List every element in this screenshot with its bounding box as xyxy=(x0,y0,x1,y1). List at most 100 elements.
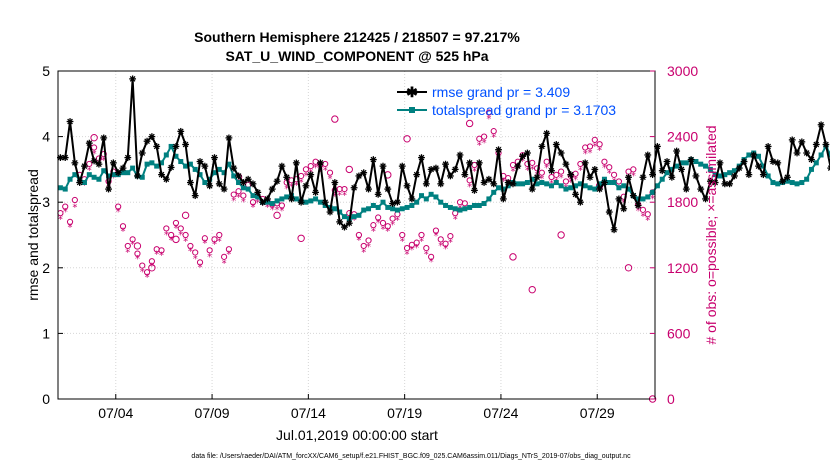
obs-assimilated-point: * xyxy=(491,133,496,144)
rmse-point-stroke xyxy=(100,135,107,141)
totalspread-point xyxy=(645,194,651,200)
totalspread-point xyxy=(635,196,641,202)
obs-possible-point xyxy=(442,240,449,247)
rmse-point-stroke xyxy=(211,154,218,161)
rmse-point xyxy=(596,185,604,193)
legend-spread-label: totalspread grand pr = 3.1703 xyxy=(432,102,616,118)
rmse-point-stroke xyxy=(298,199,304,206)
rmse-point-stroke xyxy=(519,153,526,160)
obs-assimilated-point: * xyxy=(173,223,178,234)
rmse-point-stroke xyxy=(341,224,348,230)
rmse-point-stroke xyxy=(221,186,227,192)
obs-assimilated-point: * xyxy=(164,230,169,241)
obs-possible-point xyxy=(62,203,69,210)
obs-assimilated-point: * xyxy=(294,181,299,192)
rmse-point-stroke xyxy=(702,196,709,202)
obs-assimilated-point: * xyxy=(405,250,410,261)
rmse-point xyxy=(365,185,372,193)
rmse-point-stroke xyxy=(327,209,333,215)
rmse-point-stroke xyxy=(538,143,545,150)
obs-assimilated-point: * xyxy=(510,166,515,177)
totalspread-point xyxy=(308,198,314,204)
rmse-point-stroke xyxy=(726,180,733,187)
y-axis-label: rmse and totalspread xyxy=(25,169,41,301)
rmse-point xyxy=(90,157,98,165)
rmse-point-stroke xyxy=(514,163,521,169)
rmse-point xyxy=(793,149,801,157)
rmse-point xyxy=(519,152,527,160)
obs-assimilated-point: * xyxy=(467,182,472,193)
totalspread-point xyxy=(144,161,150,167)
totalspread-point xyxy=(418,193,424,199)
rmse-point xyxy=(485,175,493,183)
rmse-point-stroke xyxy=(182,141,189,148)
rmse-point xyxy=(182,141,189,148)
obs-assimilated-point: * xyxy=(607,169,612,180)
rmse-point-stroke xyxy=(490,180,497,187)
rmse-point-stroke xyxy=(129,76,136,82)
totalspread-point xyxy=(385,204,391,210)
y2-tick-label: 0 xyxy=(667,391,675,407)
totalspread-point xyxy=(433,194,439,200)
rmse-point xyxy=(66,118,74,125)
totalspread-point xyxy=(67,176,73,182)
legend-spread-marker xyxy=(409,107,415,113)
rmse-point-stroke xyxy=(197,158,203,165)
obs-assimilated-point: * xyxy=(472,166,477,177)
rmse-point-stroke xyxy=(601,179,608,186)
rmse-point xyxy=(172,143,180,150)
obs-possible-point xyxy=(71,196,78,204)
totalspread-point xyxy=(799,180,805,186)
rmse-point xyxy=(278,162,286,170)
rmse-point-stroke xyxy=(510,180,516,187)
rmse-point xyxy=(220,185,228,193)
obs-possible-point xyxy=(119,223,127,230)
y-tick-label: 5 xyxy=(42,63,50,79)
y2-tick-label: 1800 xyxy=(667,194,698,210)
totalspread-point xyxy=(380,199,386,205)
rmse-point-stroke xyxy=(567,171,574,178)
obs-assimilated-point: * xyxy=(289,182,294,193)
rmse-point-stroke xyxy=(124,154,131,161)
chart-title: Southern Hemisphere 212425 / 218507 = 97… xyxy=(194,29,520,45)
totalspread-point xyxy=(765,173,771,179)
rmse-point xyxy=(95,160,103,168)
totalspread-point xyxy=(62,186,68,192)
rmse-point-stroke xyxy=(813,141,820,148)
rmse-point xyxy=(302,182,310,190)
rmse-point-stroke xyxy=(808,156,815,163)
series-layer xyxy=(57,75,830,234)
rmse-point-stroke xyxy=(409,196,415,202)
obs-assimilated-point: * xyxy=(352,216,357,227)
totalspread-point xyxy=(192,166,198,172)
rmse-point xyxy=(442,160,449,168)
obs-assimilated-point: * xyxy=(183,236,188,247)
totalspread-point xyxy=(361,207,367,213)
obs-assimilated-point: * xyxy=(198,263,203,274)
rmse-point xyxy=(567,171,575,179)
rmse-point-stroke xyxy=(317,159,324,166)
obs-possible-point xyxy=(586,143,594,150)
obs-assimilated-point: * xyxy=(453,215,458,226)
totalspread-point xyxy=(414,199,420,205)
obs-possible-point xyxy=(158,247,165,254)
obs-assimilated-point: * xyxy=(207,252,212,263)
rmse-point xyxy=(341,223,348,231)
obs-assimilated-point: * xyxy=(217,236,222,247)
rmse-point-stroke xyxy=(640,174,646,181)
rmse-point-stroke xyxy=(664,158,670,165)
rmse-point xyxy=(259,198,267,206)
rmse-point-stroke xyxy=(81,163,88,169)
rmse-point xyxy=(572,190,579,198)
rmse-point xyxy=(394,198,401,206)
rmse-point-stroke xyxy=(731,173,738,179)
rmse-point xyxy=(673,147,681,155)
obs-possible-point xyxy=(355,231,363,239)
obs-possible-point xyxy=(230,191,237,198)
rmse-point-stroke xyxy=(293,159,300,166)
rmse-point xyxy=(312,188,319,196)
obs-assimilated-point: * xyxy=(482,138,487,149)
rmse-point xyxy=(235,172,242,180)
rmse-point-stroke xyxy=(741,158,747,165)
rmse-point xyxy=(292,159,300,167)
